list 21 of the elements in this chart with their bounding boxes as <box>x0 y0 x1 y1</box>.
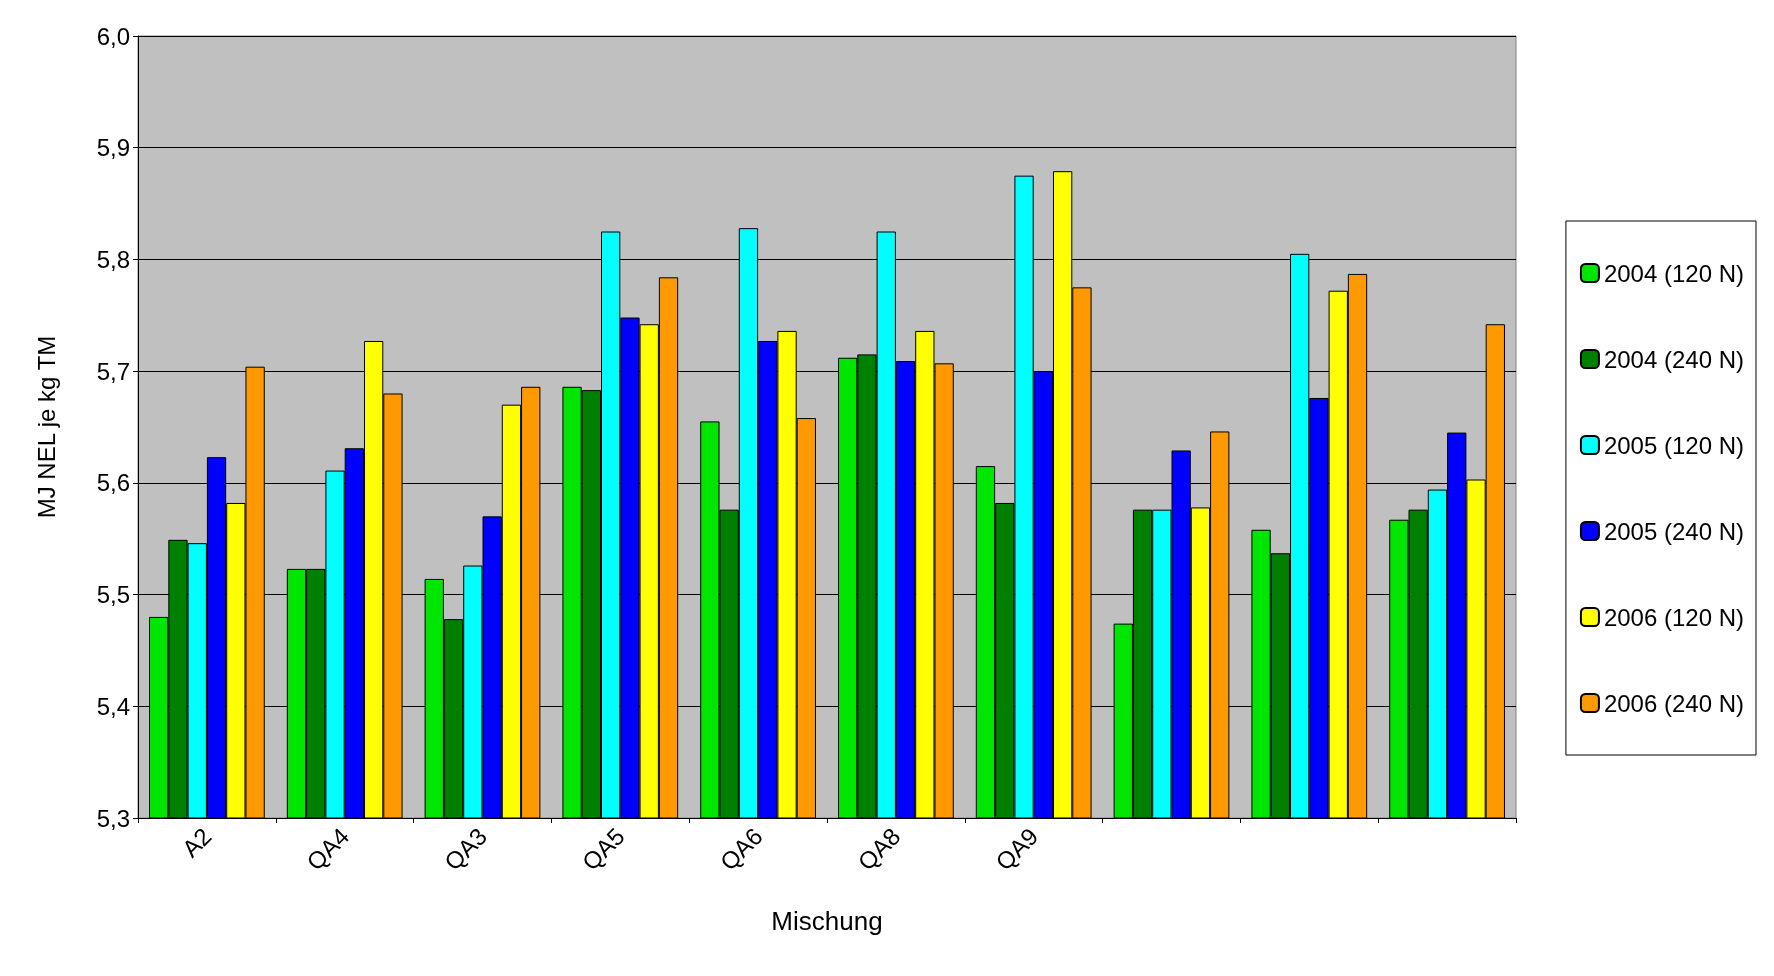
legend-label: 2004 (240 N) <box>1603 345 1745 373</box>
x-tick-label: QA3 <box>439 822 493 876</box>
y-tick-label: 5,4 <box>96 692 130 720</box>
y-axis-title: MJ NEL je kg TM <box>32 335 60 519</box>
legend-label: 2006 (240 N) <box>1603 689 1745 717</box>
y-tick-label: 5,6 <box>96 469 130 497</box>
y-tick-label: 6,0 <box>96 22 130 50</box>
y-tick-label: 5,3 <box>96 804 130 832</box>
y-tick-label: 5,9 <box>96 134 130 162</box>
y-tick-label: 5,8 <box>96 245 130 273</box>
y-tick-label: 5,7 <box>96 357 130 385</box>
x-axis-title: Mischung <box>771 906 883 936</box>
x-tick-label: QA6 <box>714 822 768 876</box>
x-tick-label: QA9 <box>990 822 1044 876</box>
legend-label: 2006 (120 N) <box>1603 603 1745 631</box>
legend-label: 2004 (120 N) <box>1603 259 1745 287</box>
x-tick-label: A2 <box>176 822 217 863</box>
y-tick-label: 5,5 <box>96 581 130 609</box>
x-tick-label: QA8 <box>852 822 906 876</box>
legend-label: 2005 (120 N) <box>1603 431 1745 459</box>
legend-label: 2005 (240 N) <box>1603 517 1745 545</box>
